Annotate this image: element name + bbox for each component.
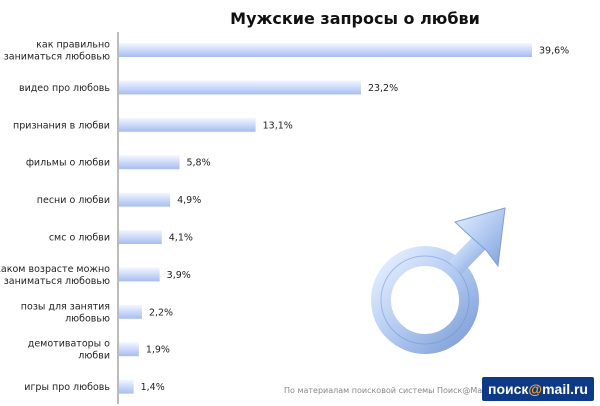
category-label: как правильно — [36, 40, 110, 51]
data-label: 23,2% — [368, 83, 398, 94]
bar — [119, 230, 162, 244]
bar — [119, 267, 160, 282]
category-label: смс о любви — [49, 233, 110, 244]
source-note: По материалам поисковой системы Поиск@Ma… — [284, 386, 498, 395]
chart-title: Мужские запросы о любви — [230, 9, 480, 28]
data-label: 13,1% — [263, 120, 293, 131]
data-label: 4,1% — [169, 233, 193, 244]
bar — [119, 379, 134, 394]
data-label: 1,9% — [146, 345, 170, 356]
male-symbol-icon — [371, 207, 506, 354]
bar — [119, 80, 361, 95]
category-label: любви — [78, 351, 110, 362]
category-label: видео про любовь — [19, 83, 110, 94]
data-label: 2,2% — [149, 307, 173, 318]
bar — [119, 117, 256, 132]
category-label: признания в любви — [13, 120, 110, 131]
bar — [119, 192, 171, 207]
data-label: 5,8% — [186, 158, 210, 169]
data-label: 4,9% — [177, 195, 201, 206]
bar — [119, 43, 532, 57]
category-label: любовью — [65, 313, 110, 324]
category-label: демотиваторы о — [28, 339, 110, 350]
data-label: 3,9% — [167, 270, 191, 281]
category-label: песни о любви — [37, 195, 110, 206]
category-label: позы для занятия — [21, 301, 110, 312]
category-label: заниматься любовью — [4, 52, 110, 63]
category-label: фильмы о любви — [26, 158, 110, 169]
bar — [119, 342, 139, 357]
bar — [119, 155, 180, 170]
bar — [119, 304, 142, 319]
category-label: игры про любовь — [24, 382, 110, 393]
mail-ru-logo: поиск@mail.ru — [482, 377, 594, 401]
category-label: в каком возрасте можно — [0, 264, 110, 275]
category-label: заниматься любовью — [4, 276, 110, 287]
data-label: 1,4% — [141, 382, 165, 393]
data-label: 39,6% — [539, 46, 569, 57]
